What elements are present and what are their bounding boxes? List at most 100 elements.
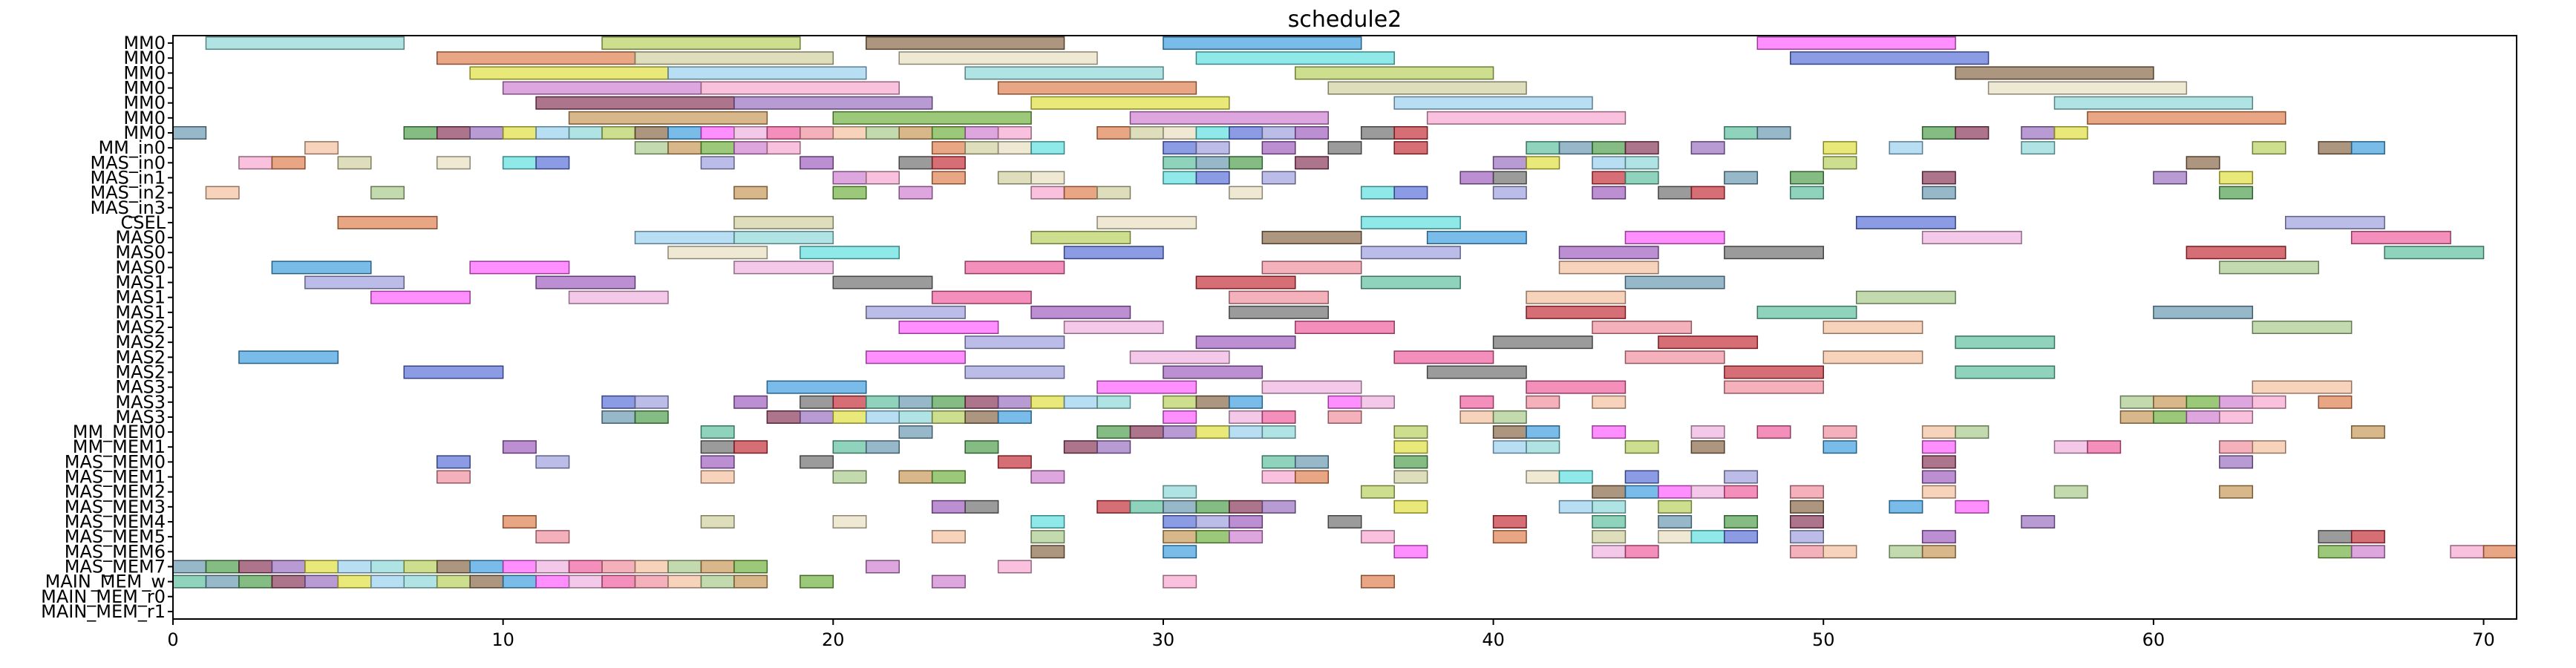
task-bar (1790, 485, 1824, 499)
task-bar (238, 560, 273, 574)
task-bar (238, 574, 273, 589)
task-bar (1690, 425, 1725, 439)
task-bar (601, 395, 636, 409)
y-tick-label: MAS1 (115, 272, 166, 293)
task-bar (601, 36, 801, 50)
task-bar (964, 66, 1164, 80)
task-bar (1592, 545, 1627, 559)
task-bar (1592, 320, 1693, 335)
task-bar (2186, 410, 2220, 424)
task-bar (1921, 545, 1956, 559)
y-tick-label: MAS0 (115, 257, 166, 278)
task-bar (205, 186, 240, 200)
y-tick-label: CSEL (120, 212, 166, 233)
task-bar (997, 395, 1032, 409)
task-bar (866, 440, 900, 454)
task-bar (2318, 141, 2353, 155)
task-bar (733, 186, 768, 200)
task-bar (931, 156, 966, 170)
task-bar (866, 36, 1065, 50)
task-bar (1229, 395, 1264, 409)
task-bar (1295, 455, 1330, 469)
y-tick-label: MAS_MEM4 (65, 511, 166, 532)
task-bar (304, 574, 339, 589)
task-bar (304, 560, 339, 574)
task-bar (1790, 514, 1824, 529)
task-bar (1261, 171, 1296, 185)
task-bar (1921, 425, 1956, 439)
task-bar (1492, 335, 1593, 350)
task-bar (502, 81, 702, 95)
task-bar (1790, 545, 1824, 559)
task-bar (1558, 500, 1593, 514)
task-bar (1129, 500, 1164, 514)
task-bar (1096, 125, 1131, 140)
task-bar (964, 365, 1065, 379)
task-bar (469, 560, 504, 574)
task-bar (1195, 500, 1230, 514)
task-bar (1690, 530, 1725, 544)
task-bar (1195, 171, 1230, 185)
task-bar (1393, 440, 1428, 454)
task-bar (238, 156, 273, 170)
task-bar (2318, 545, 2353, 559)
y-tick-label: MM_MEM0 (73, 422, 166, 442)
y-tick-label: MAIN_MEM_r1 (41, 601, 166, 622)
task-bar (1195, 425, 1230, 439)
task-bar (1327, 395, 1362, 409)
task-bar (1163, 485, 1197, 499)
task-bar (1360, 485, 1395, 499)
x-tick-label: 20 (822, 629, 845, 650)
task-bar (667, 141, 702, 155)
task-bar (866, 171, 900, 185)
task-bar (1163, 574, 1197, 589)
task-bar (1063, 246, 1164, 260)
task-bar (1393, 425, 1428, 439)
task-bar (931, 574, 966, 589)
task-bar (832, 410, 867, 424)
task-bar (1195, 514, 1230, 529)
task-bar (1921, 455, 1956, 469)
task-bar (1658, 186, 1693, 200)
task-bar (634, 560, 669, 574)
task-bar (1921, 231, 2022, 245)
task-bar (1030, 514, 1065, 529)
x-tick-label: 70 (2472, 629, 2495, 650)
task-bar (502, 514, 537, 529)
task-bar (1658, 514, 1693, 529)
task-bar (634, 574, 669, 589)
task-bar (271, 156, 306, 170)
y-tick-label: MAS2 (115, 317, 166, 338)
task-bar (1261, 380, 1362, 394)
task-bar (1492, 186, 1527, 200)
task-bar (1229, 125, 1264, 140)
task-bar (1790, 530, 1824, 544)
task-bar (205, 574, 240, 589)
task-bar (1592, 530, 1627, 544)
task-bar (1229, 156, 1264, 170)
task-bar (898, 156, 933, 170)
y-tick-label: MM0 (123, 62, 166, 83)
task-bar (2350, 425, 2385, 439)
task-bar (1459, 171, 1494, 185)
task-bar (1690, 485, 1725, 499)
task-bar (634, 125, 669, 140)
task-bar (1261, 125, 1296, 140)
task-bar (1261, 500, 1296, 514)
task-bar (866, 350, 966, 364)
task-bar (931, 290, 1032, 304)
task-bar (800, 410, 834, 424)
task-bar (2119, 410, 2154, 424)
task-bar (1459, 395, 1494, 409)
task-bar (1360, 530, 1395, 544)
task-bar (172, 125, 207, 140)
task-bar (1030, 96, 1230, 110)
y-tick-label: MAS_MEM0 (65, 451, 166, 472)
task-bar (2153, 305, 2254, 319)
task-bar (1955, 425, 1990, 439)
task-bar (1030, 470, 1065, 484)
task-bar (601, 574, 636, 589)
task-bar (403, 125, 438, 140)
task-bar (1492, 530, 1527, 544)
task-bar (1592, 186, 1627, 200)
